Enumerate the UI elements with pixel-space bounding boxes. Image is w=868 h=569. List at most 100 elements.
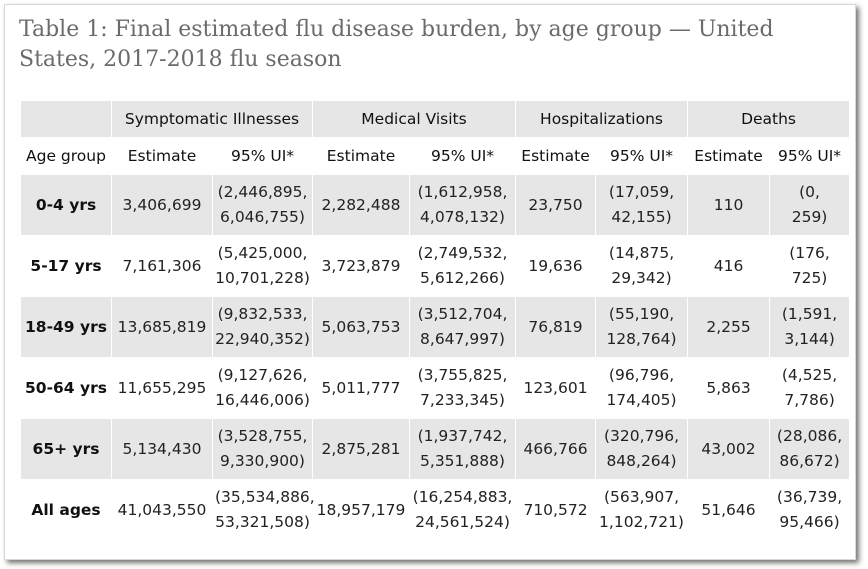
deaths-ui-cell: (176, 725) [769, 235, 851, 297]
ui-lower: (1,612,958, [417, 183, 508, 201]
column-header-estimate: Estimate [687, 137, 771, 175]
medical-visits-estimate-cell: 5,063,753 [312, 296, 410, 358]
hospitalizations-estimate-cell: 123,601 [515, 357, 597, 419]
deaths-ui-cell: (1,591, 3,144) [769, 296, 851, 358]
table-row: 50-64 yrs 11,655,295 (9,127,626, 16,446,0… [20, 357, 851, 419]
hospitalizations-estimate-cell: 19,636 [515, 235, 597, 297]
ui-upper: 16,446,006) [215, 391, 310, 409]
ui-upper: 53,321,508) [215, 513, 310, 531]
ui-upper: 5,351,888) [420, 452, 505, 470]
ui-upper: 10,701,228) [215, 269, 310, 287]
table-row: All ages 41,043,550 (35,534,886, 53,321,5… [20, 479, 851, 541]
ui-lower: (2,749,532, [417, 244, 508, 262]
ui-lower: (17,059, [608, 183, 675, 201]
ui-lower: (28,086, [776, 427, 843, 445]
ui-upper: 42,155) [611, 208, 672, 226]
column-header-ui: 95% UI* [769, 137, 851, 175]
ui-upper: 6,046,755) [220, 208, 305, 226]
table-row: 18-49 yrs 13,685,819 (9,832,533, 22,940,3… [20, 296, 851, 358]
deaths-ui-cell: (4,525, 7,786) [769, 357, 851, 419]
age-group-cell: 18-49 yrs [20, 296, 112, 358]
ui-upper: 22,940,352) [215, 330, 310, 348]
hospitalizations-estimate-cell: 466,766 [515, 418, 597, 480]
ui-lower: (176, [789, 244, 830, 262]
ui-lower: (1,937,742, [417, 427, 508, 445]
deaths-ui-cell: (28,086, 86,672) [769, 418, 851, 480]
ui-upper: 7,233,345) [420, 391, 505, 409]
hospitalizations-estimate-cell: 710,572 [515, 479, 597, 541]
illnesses-ui-cell: (3,528,755, 9,330,900) [212, 418, 313, 480]
illnesses-ui-cell: (9,127,626, 16,446,006) [212, 357, 313, 419]
ui-lower: (14,875, [608, 244, 675, 262]
medical-visits-ui-cell: (16,254,883, 24,561,524) [408, 479, 517, 541]
ui-upper: 29,342) [611, 269, 672, 287]
medical-visits-estimate-cell: 18,957,179 [312, 479, 410, 541]
table-title: Table 1: Final estimated flu disease bur… [19, 17, 774, 72]
ui-upper: 8,647,997) [420, 330, 505, 348]
flu-burden-table: Symptomatic Illnesses Medical Visits Hos… [20, 100, 851, 541]
ui-lower: (563,907, [603, 488, 680, 506]
column-header-ui: 95% UI* [595, 137, 689, 175]
illnesses-estimate-cell: 11,655,295 [111, 357, 213, 419]
ui-lower: (36,739, [776, 488, 843, 506]
column-header-age-group: Age group [20, 137, 112, 175]
deaths-estimate-cell: 110 [687, 174, 771, 236]
ui-lower: (9,832,533, [217, 305, 308, 323]
ui-upper: 174,405) [606, 391, 677, 409]
medical-visits-ui-cell: (1,937,742, 5,351,888) [408, 418, 517, 480]
illnesses-estimate-cell: 13,685,819 [111, 296, 213, 358]
age-group-cell: 5-17 yrs [20, 235, 112, 297]
ui-upper: 95,466) [779, 513, 840, 531]
deaths-ui-cell: (0, 259) [769, 174, 851, 236]
ui-lower: (4,525, [781, 366, 838, 384]
ui-upper: 24,561,524) [415, 513, 510, 531]
ui-lower: (1,591, [781, 305, 838, 323]
hospitalizations-ui-cell: (563,907, 1,102,721) [595, 479, 689, 541]
ui-upper: 725) [791, 269, 828, 287]
ui-lower: (3,755,825, [417, 366, 508, 384]
hospitalizations-ui-cell: (96,796, 174,405) [595, 357, 689, 419]
illnesses-ui-cell: (5,425,000, 10,701,228) [212, 235, 313, 297]
medical-visits-estimate-cell: 3,723,879 [312, 235, 410, 297]
ui-upper: 848,264) [606, 452, 677, 470]
illnesses-ui-cell: (2,446,895, 6,046,755) [212, 174, 313, 236]
column-header-estimate: Estimate [312, 137, 410, 175]
deaths-estimate-cell: 51,646 [687, 479, 771, 541]
illnesses-ui-cell: (35,534,886, 53,321,508) [212, 479, 315, 541]
ui-upper: 128,764) [606, 330, 677, 348]
group-header-hospitalizations: Hospitalizations [515, 100, 689, 138]
illnesses-estimate-cell: 3,406,699 [111, 174, 213, 236]
table-row: 65+ yrs 5,134,430 (3,528,755, 9,330,900) … [20, 418, 851, 480]
ui-lower: (320,796, [603, 427, 680, 445]
illnesses-estimate-cell: 41,043,550 [111, 479, 213, 541]
deaths-ui-cell: (36,739, 95,466) [769, 479, 851, 541]
medical-visits-ui-cell: (3,512,704, 8,647,997) [408, 296, 517, 358]
ui-upper: 5,612,266) [420, 269, 505, 287]
ui-lower: (16,254,883, [412, 488, 513, 506]
ui-lower: (0, [799, 183, 820, 201]
hospitalizations-ui-cell: (17,059, 42,155) [595, 174, 689, 236]
age-group-cell: 50-64 yrs [20, 357, 112, 419]
ui-lower: (9,127,626, [217, 366, 308, 384]
column-header-ui: 95% UI* [408, 137, 517, 175]
sub-header-row: Age group Estimate 95% UI* Estimate 95% … [20, 137, 851, 175]
medical-visits-estimate-cell: 5,011,777 [312, 357, 410, 419]
ui-lower: (35,534,886, [215, 488, 315, 506]
column-header-ui: 95% UI* [212, 137, 313, 175]
deaths-estimate-cell: 5,863 [687, 357, 771, 419]
deaths-estimate-cell: 2,255 [687, 296, 771, 358]
ui-lower: (3,528,755, [217, 427, 308, 445]
group-header-symptomatic-illnesses: Symptomatic Illnesses [111, 100, 313, 138]
table-row: 0-4 yrs 3,406,699 (2,446,895, 6,046,755) … [20, 174, 851, 236]
ui-lower: (2,446,895, [217, 183, 308, 201]
empty-corner-cell [20, 100, 112, 138]
ui-upper: 259) [791, 208, 828, 226]
group-header-deaths: Deaths [687, 100, 851, 138]
group-header-row: Symptomatic Illnesses Medical Visits Hos… [20, 100, 851, 138]
column-header-estimate: Estimate [515, 137, 597, 175]
age-group-cell: All ages [20, 479, 112, 541]
ui-upper: 3,144) [784, 330, 835, 348]
hospitalizations-estimate-cell: 76,819 [515, 296, 597, 358]
medical-visits-estimate-cell: 2,875,281 [312, 418, 410, 480]
deaths-estimate-cell: 43,002 [687, 418, 771, 480]
